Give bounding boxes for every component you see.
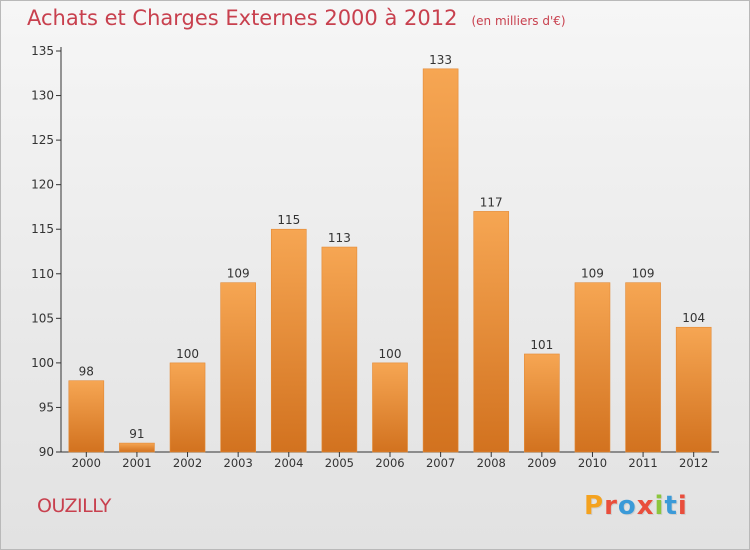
bar-value-label: 109 — [632, 267, 655, 281]
x-tick-label: 2010 — [578, 456, 607, 470]
bar-value-label: 109 — [581, 267, 604, 281]
y-tick-label: 95 — [39, 400, 54, 414]
chart-subtitle: (en milliers d'€) — [471, 14, 566, 28]
logo-letter: t — [664, 491, 678, 521]
bar — [270, 228, 307, 453]
bar — [574, 282, 611, 453]
x-tick-label: 2008 — [477, 456, 506, 470]
x-tick-label: 2012 — [679, 456, 708, 470]
bar-value-label: 109 — [227, 267, 250, 281]
y-tick-label: 130 — [31, 89, 54, 103]
bar-value-label: 133 — [429, 53, 452, 67]
bar — [422, 68, 459, 453]
bar — [473, 211, 510, 453]
y-tick-label: 135 — [31, 44, 54, 58]
bar — [675, 326, 712, 453]
logo-letter: i — [677, 491, 688, 521]
bar-value-label: 115 — [277, 213, 300, 227]
bar — [524, 353, 560, 453]
x-tick-label: 2011 — [628, 456, 657, 470]
logo-letter: P — [584, 491, 605, 521]
bar-value-label: 100 — [379, 347, 402, 361]
bar — [321, 246, 358, 453]
logo-letter: i — [654, 491, 665, 521]
bar-value-label: 101 — [530, 338, 553, 352]
x-tick-label: 2001 — [122, 456, 151, 470]
logo-letter: x — [636, 491, 655, 521]
x-tick-label: 2007 — [426, 456, 455, 470]
proxiti-logo: Proxiti — [584, 491, 688, 521]
title-row: Achats et Charges Externes 2000 à 2012 (e… — [27, 6, 566, 30]
bar-value-label: 100 — [176, 347, 199, 361]
city-name: OUZILLY — [37, 495, 111, 517]
bar-value-label: 91 — [129, 427, 144, 441]
y-tick-label: 125 — [31, 133, 54, 147]
bar — [220, 282, 256, 453]
bar-value-label: 98 — [79, 365, 94, 379]
x-tick-label: 2000 — [72, 456, 101, 470]
y-tick-label: 105 — [31, 311, 54, 325]
bar-value-label: 113 — [328, 231, 351, 245]
chart-title: Achats et Charges Externes 2000 à 2012 — [27, 6, 458, 30]
logo-letter: r — [604, 491, 618, 521]
bar — [625, 282, 661, 453]
x-tick-label: 2003 — [224, 456, 253, 470]
x-tick-label: 2006 — [375, 456, 404, 470]
logo-letter: o — [617, 491, 637, 521]
y-tick-label: 100 — [31, 356, 54, 370]
bar-value-label: 117 — [480, 195, 503, 209]
x-tick-label: 2004 — [274, 456, 303, 470]
bar — [119, 442, 155, 453]
bar — [68, 380, 105, 453]
x-tick-label: 2009 — [527, 456, 556, 470]
x-tick-label: 2005 — [325, 456, 354, 470]
y-tick-label: 115 — [31, 222, 54, 236]
bar — [169, 362, 206, 453]
x-tick-label: 2002 — [173, 456, 202, 470]
y-tick-label: 110 — [31, 267, 54, 281]
y-tick-label: 90 — [39, 445, 54, 459]
bar — [372, 362, 408, 453]
bar-value-label: 104 — [682, 311, 705, 325]
y-tick-label: 120 — [31, 178, 54, 192]
